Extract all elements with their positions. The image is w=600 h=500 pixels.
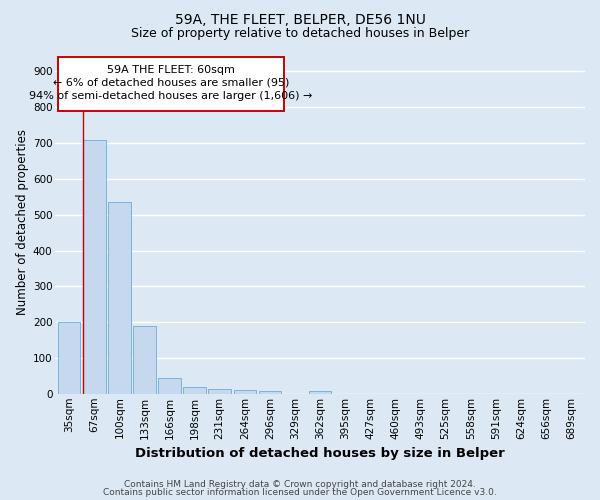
Text: Size of property relative to detached houses in Belper: Size of property relative to detached ho… [131,28,469,40]
Bar [184,388,206,394]
Text: ← 6% of detached houses are smaller (95): ← 6% of detached houses are smaller (95) [53,78,289,88]
X-axis label: Distribution of detached houses by size in Belper: Distribution of detached houses by size … [135,447,505,460]
Bar [259,391,281,394]
Bar [83,140,106,394]
Y-axis label: Number of detached properties: Number of detached properties [16,129,29,315]
Bar [233,390,256,394]
Text: 59A THE FLEET: 60sqm: 59A THE FLEET: 60sqm [107,65,235,75]
Bar [158,378,181,394]
Text: 59A, THE FLEET, BELPER, DE56 1NU: 59A, THE FLEET, BELPER, DE56 1NU [175,12,425,26]
FancyBboxPatch shape [58,57,284,111]
Bar [58,322,80,394]
Text: Contains HM Land Registry data © Crown copyright and database right 2024.: Contains HM Land Registry data © Crown c… [124,480,476,489]
Bar [133,326,156,394]
Text: 94% of semi-detached houses are larger (1,606) →: 94% of semi-detached houses are larger (… [29,90,313,101]
Bar [208,390,231,394]
Bar [108,202,131,394]
Text: Contains public sector information licensed under the Open Government Licence v3: Contains public sector information licen… [103,488,497,497]
Bar [309,391,331,394]
